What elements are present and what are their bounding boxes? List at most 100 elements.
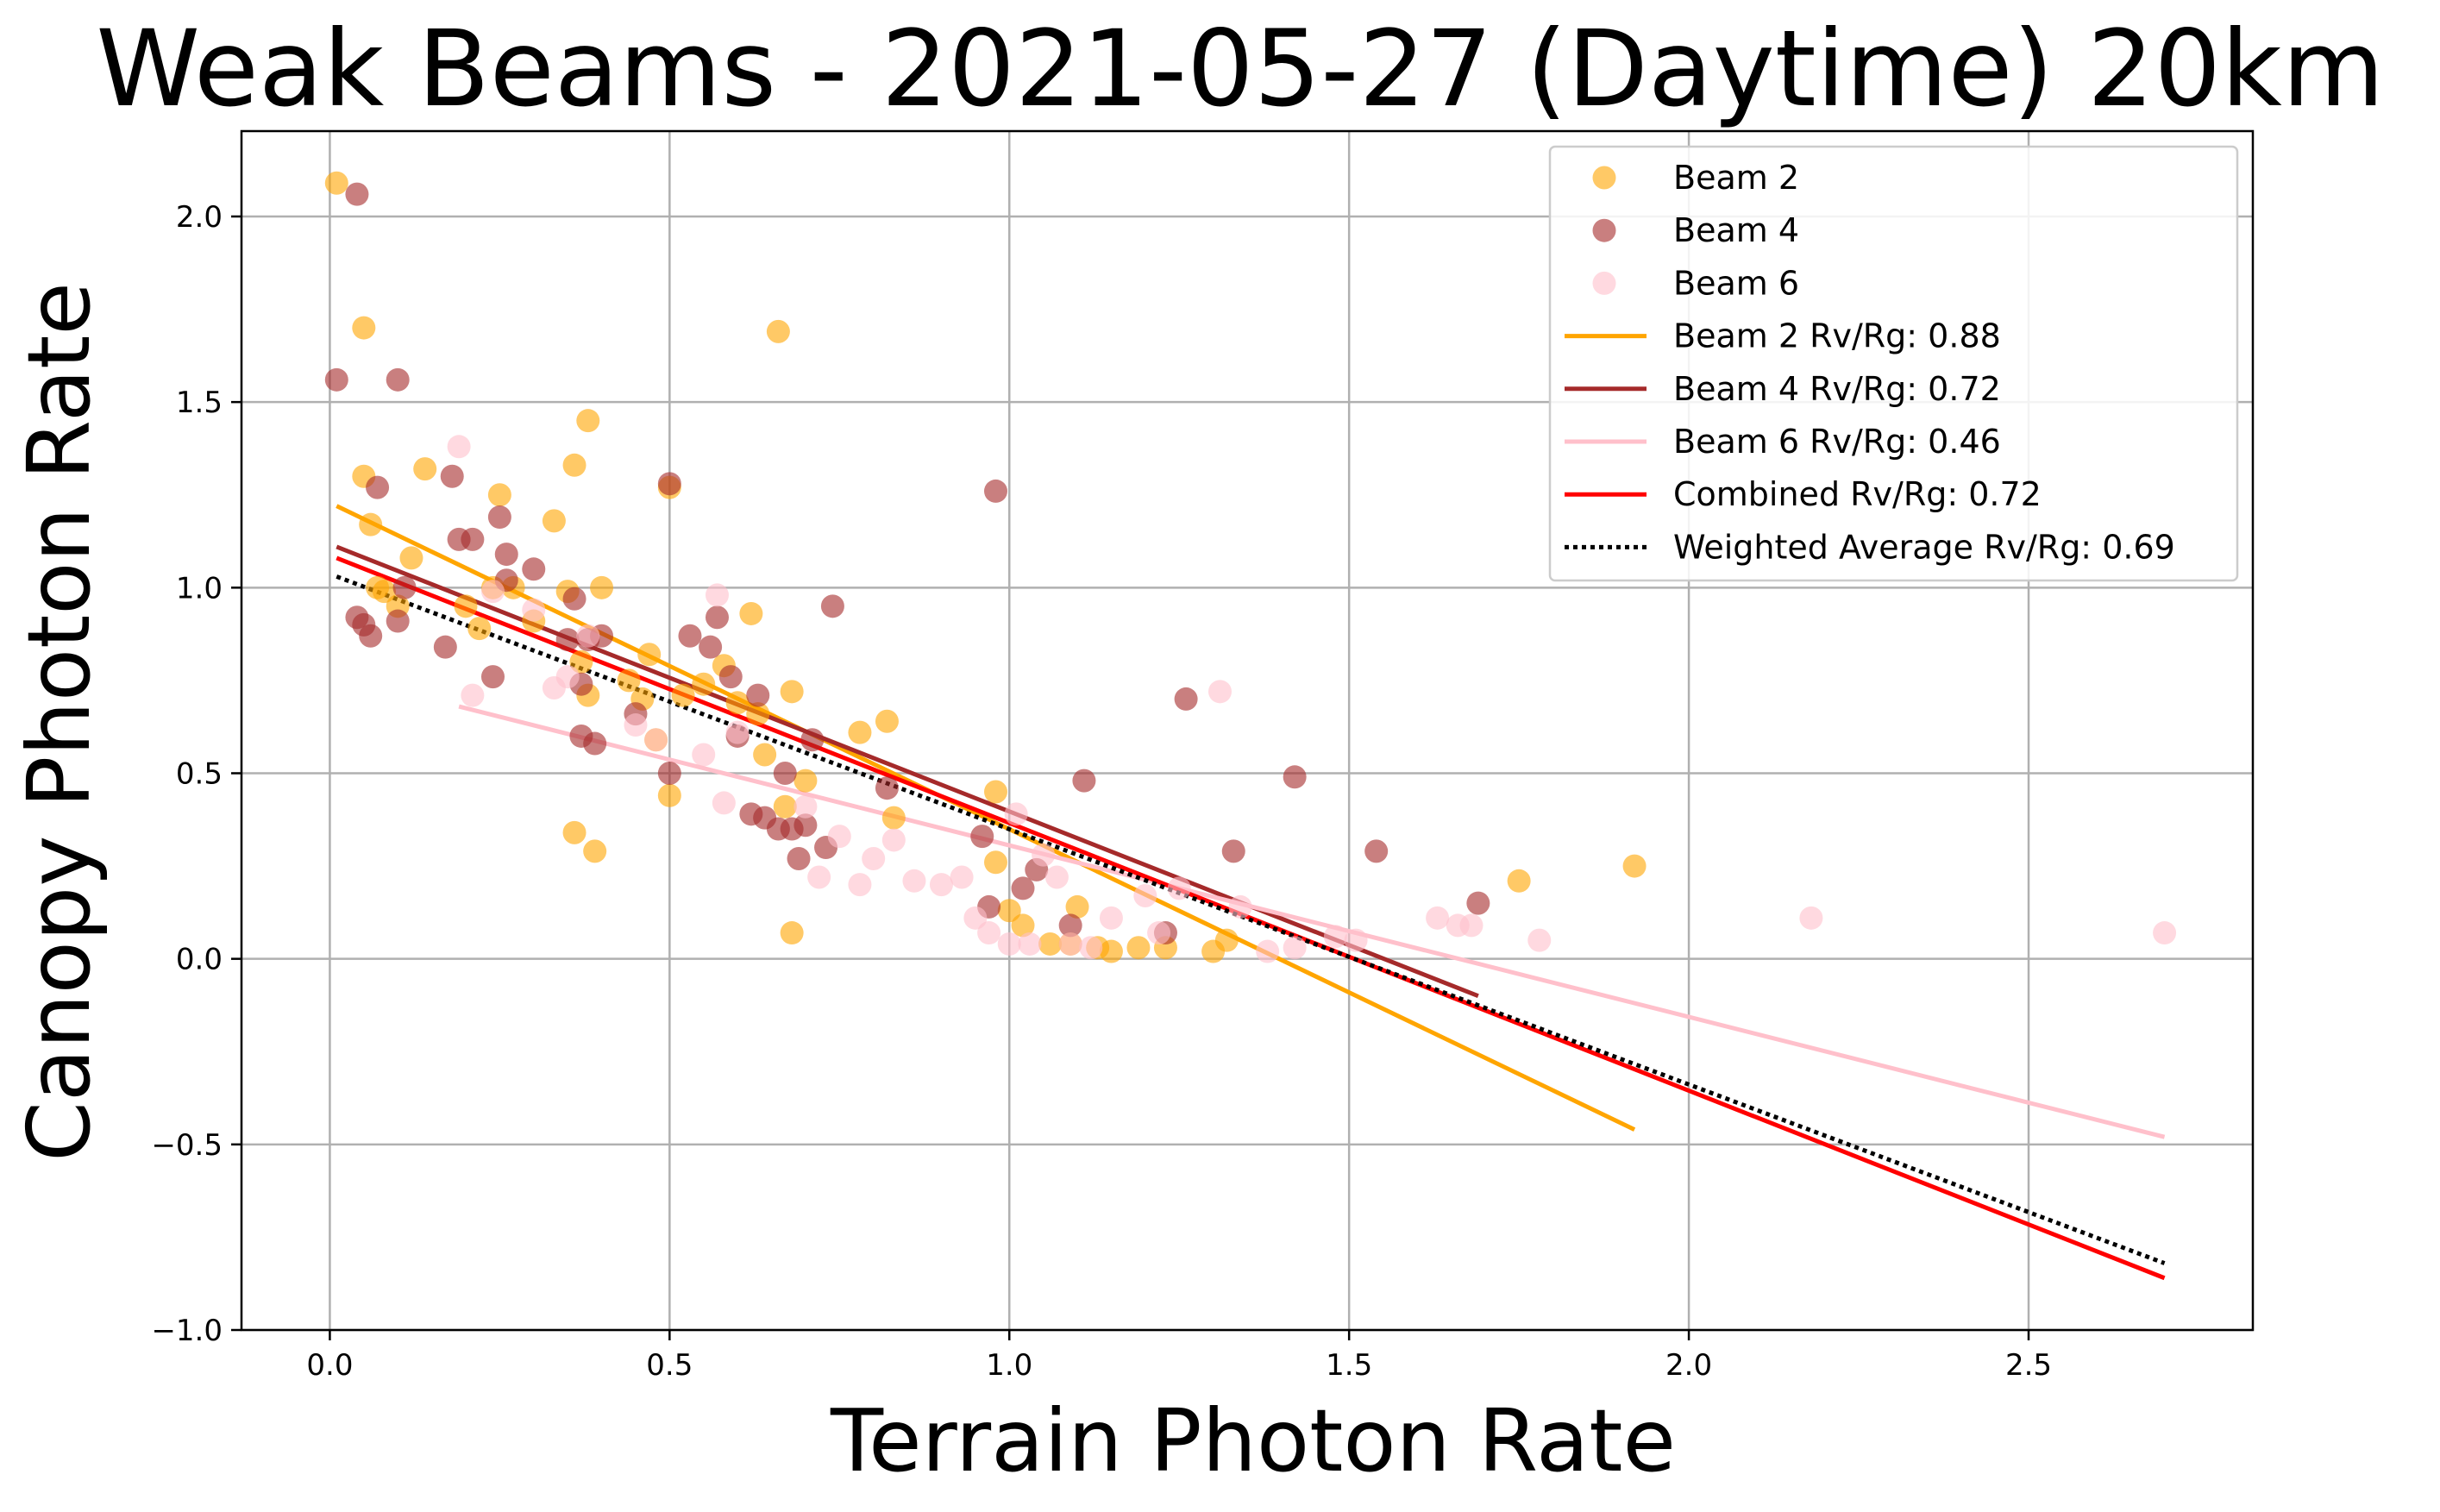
legend-label: Beam 2 (1673, 159, 1799, 197)
beam-6-point (1079, 936, 1103, 960)
scatter-points (324, 171, 2177, 963)
beam-6-point (1323, 925, 1347, 949)
beam-2-point (997, 899, 1021, 923)
beam-6-point (929, 873, 953, 897)
beam-4-point (433, 635, 457, 659)
beam-4-point (800, 728, 825, 752)
weighted-average-fit-line (336, 574, 2166, 1265)
fit-lines (336, 504, 2166, 1281)
beam-4-point (746, 683, 770, 707)
beam-6-point (624, 713, 648, 737)
beam-2-point (562, 820, 586, 844)
beam-6-point (807, 865, 831, 889)
beam-6-point (1228, 894, 1252, 919)
beam-6-point (576, 624, 600, 648)
beam-6-point (1004, 802, 1028, 826)
beam-2-point (780, 680, 804, 704)
y-tick-label: 2.0 (176, 200, 223, 235)
beam-4-point (793, 813, 818, 838)
beam-6-point (1344, 928, 1368, 952)
beam-4-point (359, 624, 383, 648)
beam-2-point (671, 683, 695, 707)
beam-2-point (875, 709, 899, 733)
beam-2-point (637, 643, 662, 667)
beam-6-point (1283, 936, 1307, 960)
legend-label: Beam 2 Rv/Rg: 0.88 (1673, 317, 2001, 355)
beam-2-point (1622, 854, 1647, 878)
beam-4-point (705, 605, 729, 630)
beam-6-point (2153, 921, 2177, 945)
beam-2-point (583, 839, 607, 863)
beam-4-point (875, 776, 899, 800)
beam-2-point (487, 483, 511, 507)
legend-label: Weighted Average Rv/Rg: 0.69 (1673, 528, 2175, 566)
beam-6-point (461, 683, 485, 707)
beam-4-point (386, 609, 410, 633)
beam-4-point (487, 505, 511, 530)
beam-4-point (1364, 839, 1389, 863)
beam-6-point (1207, 680, 1232, 704)
legend-label: Beam 6 (1673, 264, 1799, 302)
beam-2-point (793, 769, 818, 793)
beam-2-point (692, 672, 716, 696)
beam-2-point (562, 453, 586, 477)
beam-6-point (1018, 932, 1042, 956)
beam-2-point (399, 546, 423, 570)
beam-6-point (1527, 928, 1552, 952)
beam-2-point (1214, 928, 1239, 952)
beam-4-point (324, 367, 348, 392)
x-axis-title: Terrain Photon Rate (830, 1390, 1676, 1491)
beam-4-point (366, 475, 390, 499)
legend-marker (1592, 166, 1616, 190)
beam-6-point (827, 825, 851, 849)
chart-title: Weak Beams - 2021-05-27 (Daytime) 20km (96, 8, 2384, 130)
beam-4-point (583, 731, 607, 756)
beam-6-point (522, 598, 546, 622)
beam-2-point (984, 850, 1007, 875)
beam-2-point (576, 409, 600, 433)
beam-6-point (881, 828, 906, 852)
beam-6-point (725, 720, 750, 744)
beam-6-point (1426, 906, 1450, 930)
beam-4-point (678, 624, 702, 648)
y-tick-label: 1.0 (176, 571, 223, 605)
beam-4-point (657, 472, 681, 496)
beam-2-point (746, 702, 770, 726)
plot-frame (240, 129, 2255, 1332)
beam-2-point (780, 921, 804, 945)
beam-2-point (413, 457, 437, 481)
beam-2-point (467, 617, 492, 641)
beam-6-point (705, 583, 729, 607)
beam-6-point (862, 846, 886, 870)
beam-2-point (569, 649, 593, 674)
beam-6-point (1133, 884, 1157, 908)
beam-4-point (440, 464, 464, 488)
x-tick-label: 1.0 (986, 1348, 1032, 1383)
beam-6-point (1044, 865, 1069, 889)
beam-4-point (1466, 891, 1490, 915)
beam-6-point (1147, 921, 1171, 945)
beam-6-point (1167, 876, 1191, 900)
beam-2-point (766, 319, 790, 343)
beam-2-point (1099, 939, 1123, 963)
x-tick-label: 0.5 (646, 1348, 693, 1383)
beam-2-point (1011, 913, 1035, 938)
beam-4-point (970, 825, 994, 849)
beam-6-point (1256, 939, 1280, 963)
beam-4-point (1011, 876, 1035, 900)
beam-4-point (1221, 839, 1245, 863)
beam-4-point (481, 665, 505, 689)
beam-6-point (555, 665, 580, 689)
beam-4-point (562, 587, 586, 611)
beam-2-point (984, 780, 1007, 804)
beam-4-point (718, 665, 743, 689)
x-tick-label: 2.0 (1665, 1348, 1712, 1383)
beam-4-point (461, 527, 485, 551)
beam-2-point (359, 512, 383, 536)
axis-ticks: 0.0 0.5 1.0 1.5 2.0 2.5 −1.0 −0.5 0.0 0.5 1.0 1.5 2.… (151, 200, 2052, 1383)
beam-2-point (725, 691, 750, 715)
y-tick-label: −1.0 (151, 1314, 223, 1348)
beam-6-point (848, 873, 872, 897)
beam-6-point (1032, 843, 1056, 867)
